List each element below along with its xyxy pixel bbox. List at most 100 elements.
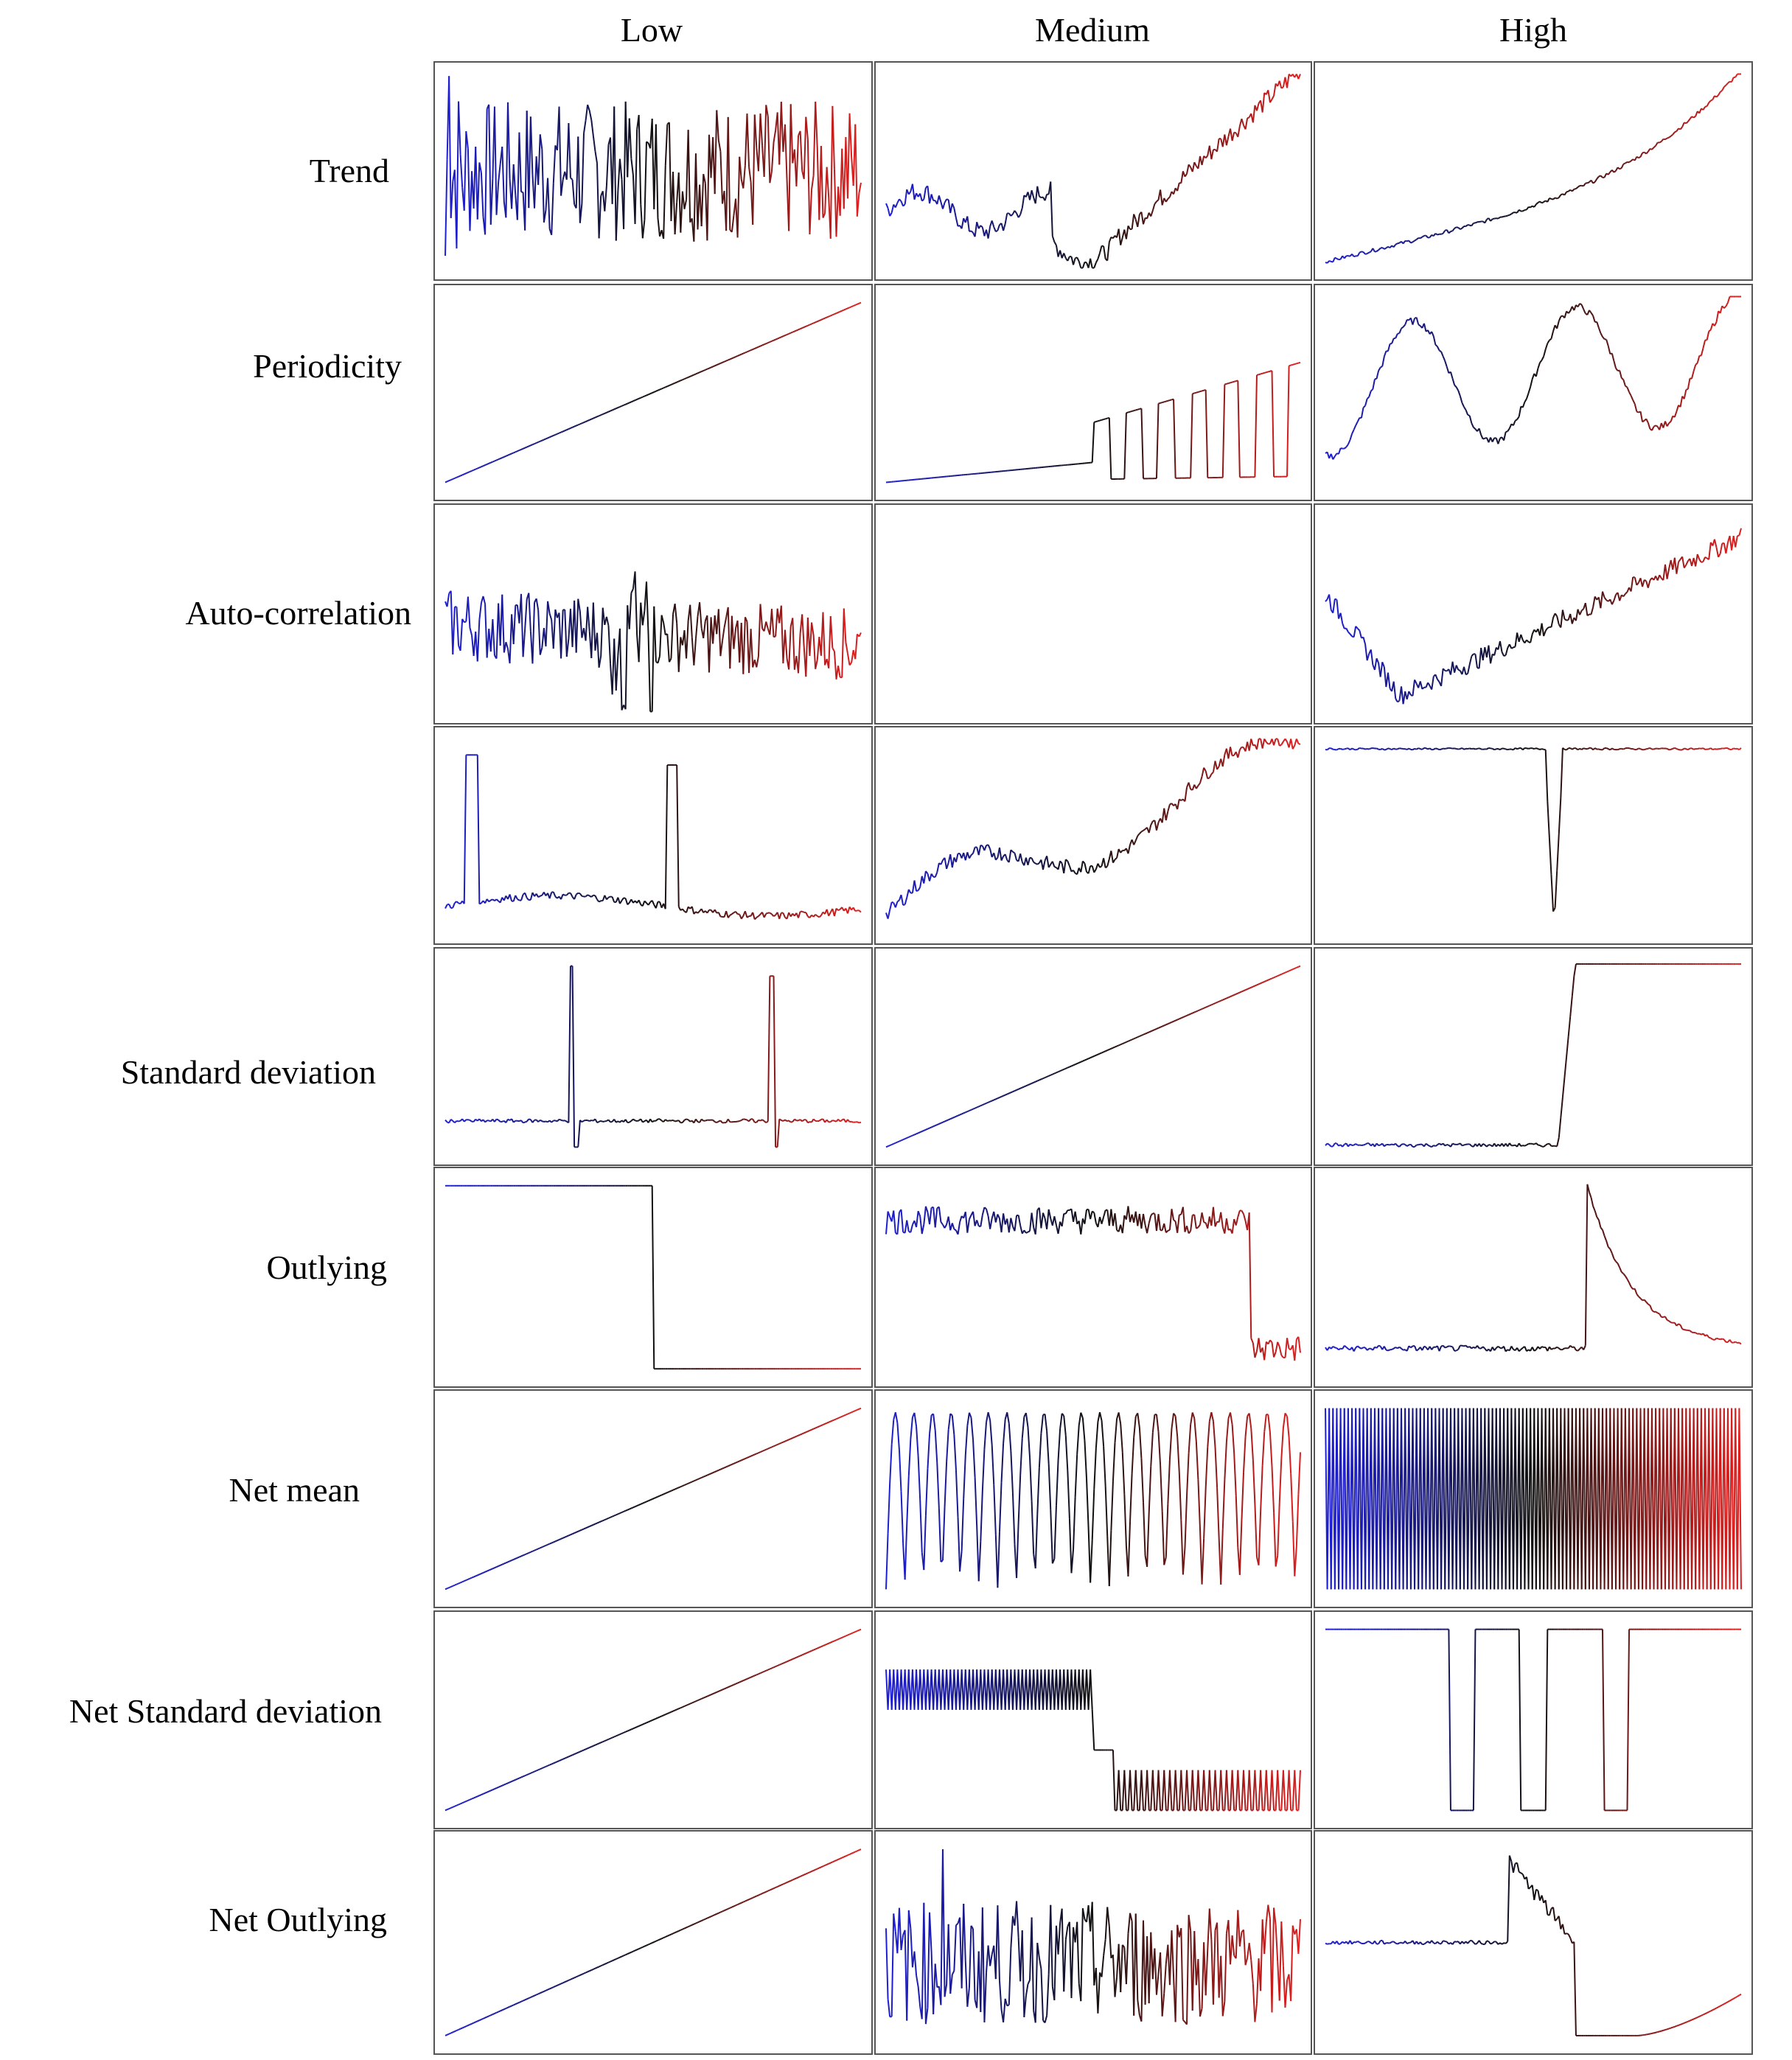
series-segment [509, 894, 513, 901]
series-segment [1706, 1334, 1710, 1338]
series-segment [1205, 1005, 1208, 1008]
series-segment [1148, 1215, 1152, 1223]
series-segment [1676, 128, 1679, 132]
series-segment [560, 1537, 564, 1540]
series-segment [1061, 1213, 1065, 1227]
series-segment [1655, 142, 1659, 147]
series-segment [1446, 366, 1450, 374]
series-segment [1408, 240, 1412, 244]
series-segment [1670, 133, 1673, 137]
series-segment [1006, 1412, 1010, 1424]
series-segment [1718, 91, 1721, 96]
series-segment [1357, 1345, 1360, 1349]
series-segment [846, 653, 851, 666]
series-segment [1558, 1117, 1562, 1138]
series-segment [1269, 99, 1273, 103]
series-segment [1243, 1436, 1247, 1473]
series-segment [1611, 1253, 1615, 1260]
series-segment [1338, 258, 1341, 261]
series-segment [1112, 1750, 1116, 1811]
time-series-plot [444, 571, 862, 713]
series-segment [547, 601, 551, 614]
series-segment [780, 101, 784, 153]
series-segment [1191, 161, 1196, 172]
series-segment [1000, 856, 1005, 861]
series-segment [775, 608, 778, 637]
series-segment [554, 433, 558, 436]
series-segment [702, 369, 706, 371]
series-segment [459, 618, 464, 651]
series-segment [1202, 1007, 1204, 1010]
series-segment [687, 1119, 691, 1122]
series-segment [1687, 747, 1691, 751]
series-segment [944, 1223, 948, 1229]
series-segment [845, 1413, 848, 1416]
series-segment [1336, 1347, 1339, 1351]
series-segment [1173, 187, 1176, 195]
series-segment [1392, 244, 1397, 248]
series-segment [955, 853, 959, 862]
series-segment [512, 164, 517, 195]
series-segment [623, 1731, 627, 1733]
series-segment [859, 1121, 862, 1124]
series-segment [987, 1411, 991, 1421]
series-segment [594, 895, 598, 900]
series-segment [1556, 1137, 1560, 1147]
series-segment [1250, 985, 1254, 988]
series-segment [1600, 591, 1603, 609]
series-segment [733, 628, 737, 649]
series-segment [1738, 1408, 1742, 1590]
series-segment [444, 904, 448, 909]
chart-cell-r0-c1 [874, 61, 1312, 281]
series-segment [936, 1123, 940, 1125]
chart-cell-r6-c1 [874, 1389, 1312, 1608]
series-segment [1454, 226, 1457, 229]
series-segment [1625, 161, 1628, 164]
series-segment [813, 321, 816, 324]
series-segment [1193, 1215, 1197, 1229]
series-segment [1154, 1027, 1157, 1030]
series-segment [924, 1206, 929, 1212]
series-segment [1014, 1089, 1017, 1092]
series-segment [1349, 633, 1353, 637]
series-segment [830, 1420, 833, 1422]
series-segment [1634, 403, 1638, 412]
series-segment [1537, 362, 1541, 369]
series-segment [528, 116, 531, 209]
series-segment [587, 1526, 590, 1529]
series-segment [619, 900, 623, 904]
series-segment [1590, 607, 1594, 615]
series-segment [1374, 1346, 1378, 1349]
series-segment [1325, 262, 1328, 264]
series-segment [1254, 374, 1258, 478]
series-segment [706, 134, 710, 241]
series-segment [1288, 1436, 1292, 1474]
series-segment [1714, 748, 1717, 750]
series-segment [1653, 747, 1656, 750]
series-segment [551, 1541, 554, 1544]
series-segment [716, 1690, 719, 1693]
series-segment [1103, 1446, 1106, 1487]
series-segment [724, 360, 727, 363]
series-segment [663, 622, 666, 635]
series-segment [1345, 444, 1349, 448]
series-segment [464, 472, 467, 475]
series-segment [1659, 141, 1662, 144]
series-segment [611, 896, 616, 903]
series-segment [1012, 851, 1016, 854]
series-segment [458, 1120, 461, 1122]
series-segment [460, 1802, 463, 1805]
series-segment [1237, 380, 1241, 478]
series-segment [1708, 542, 1712, 560]
series-segment [1508, 643, 1513, 649]
series-segment [1190, 1412, 1193, 1425]
series-segment [1702, 106, 1706, 111]
series-segment [1385, 245, 1389, 249]
time-series-plot [885, 1411, 1301, 1590]
series-segment [941, 1506, 946, 1561]
series-segment [646, 141, 649, 144]
series-segment [1391, 338, 1395, 344]
series-segment [693, 1479, 697, 1482]
series-segment [817, 915, 820, 918]
series-segment [697, 1478, 700, 1481]
